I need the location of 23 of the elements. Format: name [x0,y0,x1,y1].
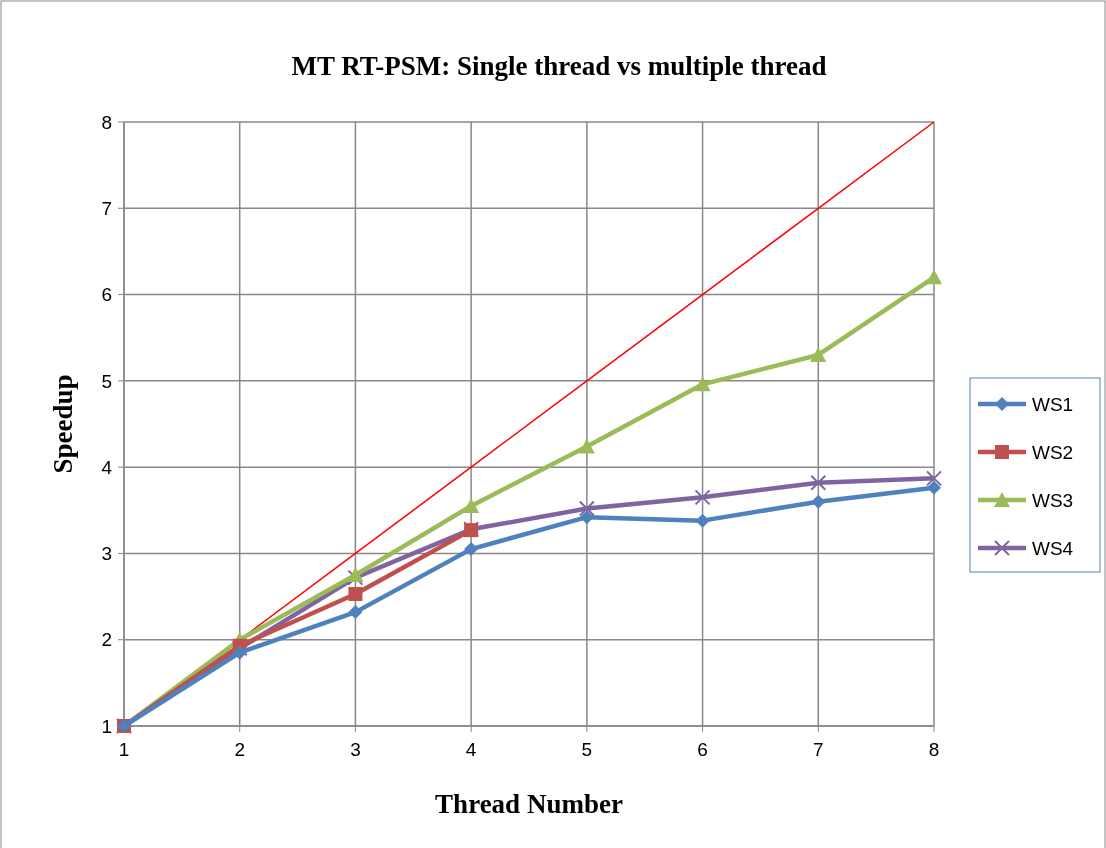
x-tick-label: 2 [234,739,245,760]
x-tick-label: 5 [581,739,593,760]
y-tick-label: 6 [101,284,112,306]
legend-label: WS3 [1032,489,1074,511]
y-tick-label: 5 [101,370,112,392]
y-axis-title: Speedup [48,374,78,474]
x-tick-label: 8 [928,739,940,760]
y-tick-label: 2 [101,629,112,651]
x-tick-label: 7 [813,739,824,760]
legend-label: WS1 [1032,393,1074,415]
x-tick-label: 1 [118,739,130,760]
x-tick-label: 3 [350,739,361,760]
y-tick-label: 1 [101,715,112,737]
legend-label: WS2 [1032,441,1074,463]
y-tick-label: 4 [101,456,113,478]
x-tick-label: 6 [697,739,708,760]
chart-title: MT RT-PSM: Single thread vs multiple thread [291,51,827,81]
y-tick-label: 3 [101,543,112,565]
x-tick-label: 4 [465,739,477,760]
legend-label: WS4 [1032,537,1074,559]
y-tick-label: 8 [101,111,112,133]
x-axis-title: Thread Number [435,789,623,819]
y-tick-label: 7 [101,197,112,219]
